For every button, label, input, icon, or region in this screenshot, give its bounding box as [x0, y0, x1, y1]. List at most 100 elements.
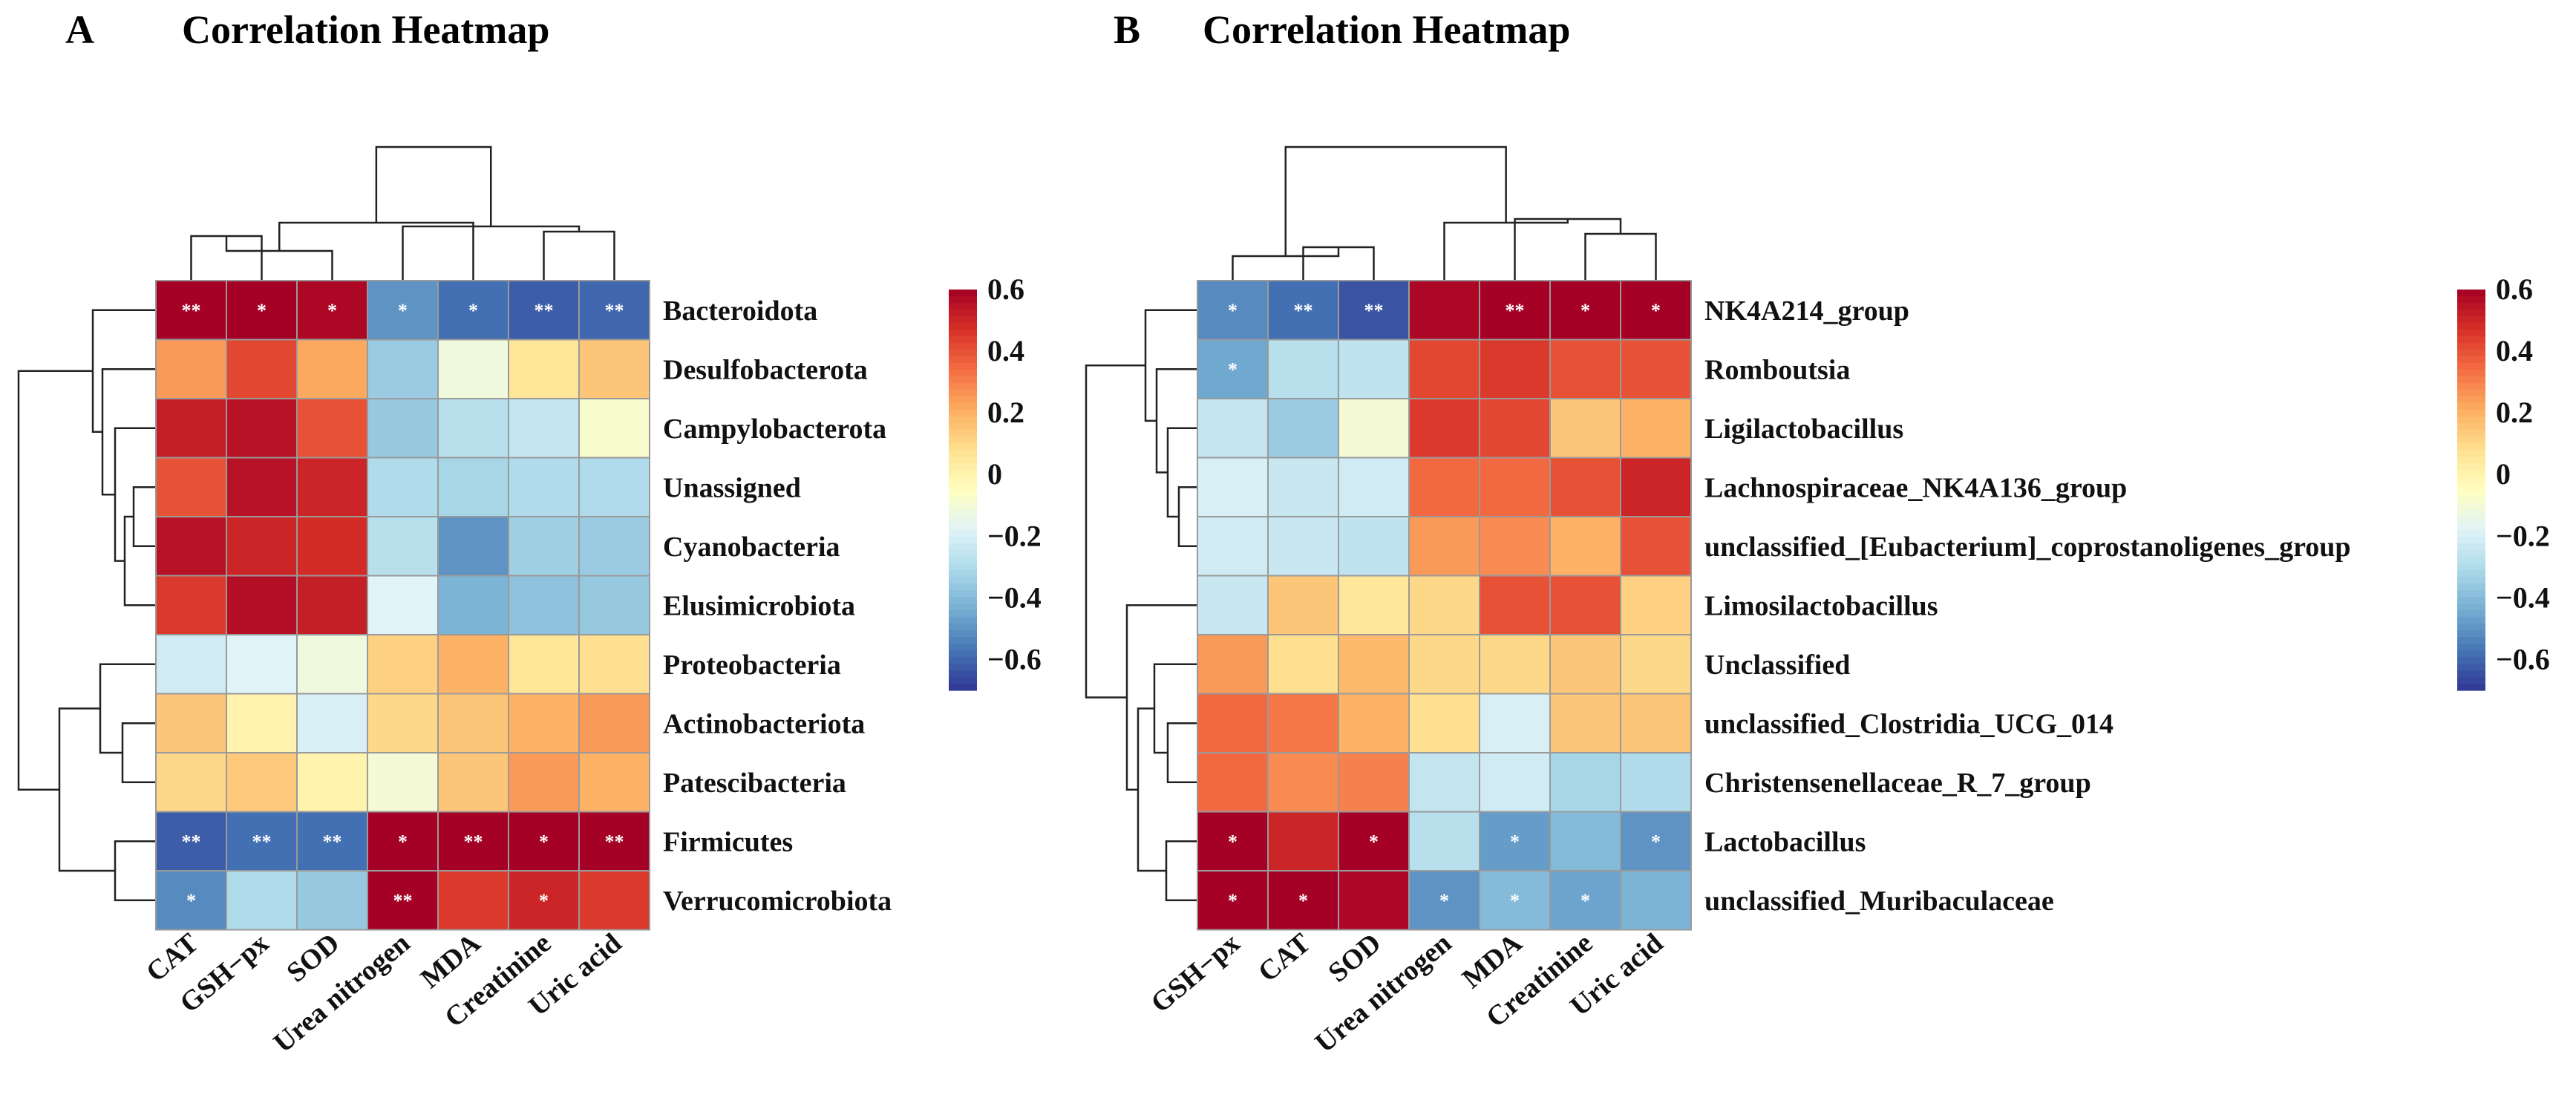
column-dendrogram-branch	[1514, 218, 1622, 281]
heatmap-cell-nk4a214-group-mda	[1479, 280, 1551, 341]
heatmap-cell-elusimicrobiota-creatinine	[508, 575, 580, 635]
legend-gradient-step	[2457, 650, 2485, 658]
legend-gradient-step	[949, 610, 977, 618]
legend-gradient-step	[949, 396, 977, 404]
legend-gradient-step	[2457, 563, 2485, 571]
legend-gradient-step	[2457, 390, 2485, 397]
significance-mark: **	[605, 831, 624, 852]
legend-gradient-step	[2457, 637, 2485, 644]
significance-mark: *	[539, 890, 549, 912]
legend-gradient-step	[949, 450, 977, 457]
row-dendrogram-branch	[1085, 364, 1145, 699]
panel-b: B Correlation Heatmap * ** ** ** * *** * * ** * * *…	[1085, 7, 2550, 1059]
legend-gradient-step	[2457, 597, 2485, 604]
heatmap-cell-unclassified-uric-acid	[1620, 634, 1692, 695]
legend-tick-label: 0	[2496, 457, 2511, 491]
heatmap-cell-elusimicrobiota-sod	[296, 575, 368, 635]
heatmap-cell-limosilactobacillus-cat	[1267, 575, 1339, 635]
row-label-lachnospiraceae-nk4a136-group: Lachnospiraceae_NK4A136_group	[1704, 472, 2127, 503]
heatmap-cell-elusimicrobiota-cat	[155, 575, 227, 635]
row-label-lactobacillus: Lactobacillus	[1704, 826, 1866, 857]
significance-mark: *	[398, 831, 408, 852]
heatmap-cell-cyanobacteria-gsh-px	[226, 516, 298, 577]
heatmap-cell-cyanobacteria-mda	[437, 516, 509, 577]
significance-mark: *	[1651, 831, 1661, 852]
significance-mark: *	[398, 300, 408, 321]
heatmap-cell-desulfobacterota-gsh-px	[226, 339, 298, 399]
heatmap-cell-unassigned-sod	[296, 457, 368, 517]
heatmap-cell-ligilactobacillus-uric-acid	[1620, 398, 1692, 459]
heatmap-cell-unclassified-sod	[1338, 634, 1410, 695]
heatmap-cell-unclassified-eubacterium-coprostanoligenes-group-mda	[1479, 516, 1551, 577]
heatmap-cell-lactobacillus-creatinine	[1549, 811, 1621, 872]
significance-mark: *	[1228, 831, 1238, 852]
heatmap-cell-limosilactobacillus-urea-nitrogen	[1408, 575, 1480, 635]
legend-gradient-step	[2457, 436, 2485, 444]
heatmap-cell-campylobacterota-urea-nitrogen	[367, 398, 439, 459]
significance-mark: **	[323, 831, 342, 852]
heatmap-cell-proteobacteria-sod	[296, 634, 368, 695]
legend-gradient-step	[2457, 477, 2485, 484]
legend-gradient-step	[2457, 470, 2485, 477]
heatmap-cell-christensenellaceae-r-7-group-gsh-px	[1197, 752, 1269, 813]
row-label-cyanobacteria: Cyanobacteria	[663, 532, 840, 563]
row-dendrogram-branch	[114, 427, 156, 562]
legend-tick-label: −0.4	[987, 581, 1042, 614]
row-label-unclassified-clostridia-ucg-014: unclassified_Clostridia_UCG_014	[1704, 708, 2114, 739]
row-label-patescibacteria: Patescibacteria	[663, 768, 846, 799]
heatmap-cell-unclassified-clostridia-ucg-014-cat	[1267, 693, 1339, 753]
heatmap-cell-firmicutes-uric-acid	[578, 811, 650, 872]
legend-gradient-step	[949, 490, 977, 497]
column-dendrogram-branch	[402, 225, 581, 281]
significance-mark: *	[1369, 831, 1379, 852]
heatmap-cell-lachnospiraceae-nk4a136-group-creatinine	[1549, 457, 1621, 517]
heatmap-cell-verrucomicrobiota-mda	[437, 870, 509, 931]
legend-gradient-step	[2457, 617, 2485, 624]
heatmap-cell-unclassified-muribaculaceae-sod	[1338, 870, 1410, 931]
row-dendrogram-branch	[1165, 840, 1197, 901]
significance-mark: **	[535, 300, 554, 321]
row-label-actinobacteriota: Actinobacteriota	[663, 708, 865, 739]
column-dendrogram-branch	[1284, 145, 1507, 256]
heatmap-cell-proteobacteria-urea-nitrogen	[367, 634, 439, 695]
legend-gradient-step	[949, 343, 977, 350]
row-dendrogram-branch	[121, 722, 156, 783]
legend-gradient-step	[949, 470, 977, 477]
panel-a-row-labels: Bacteroidota Desulfobacterota Campylobacte…	[663, 295, 892, 917]
heatmap-cell-ligilactobacillus-sod	[1338, 398, 1410, 459]
heatmap-cell-proteobacteria-uric-acid	[578, 634, 650, 695]
legend-gradient-step	[2457, 497, 2485, 504]
row-label-unclassified-eubacterium-coprostanoligenes-group: unclassified_[Eubacterium]_coprostanolig…	[1704, 532, 2351, 563]
legend-gradient-step	[2457, 356, 2485, 364]
legend-gradient-step	[2457, 430, 2485, 437]
row-label-ligilactobacillus: Ligilactobacillus	[1704, 413, 1903, 445]
heatmap-cell-unclassified-clostridia-ucg-014-urea-nitrogen	[1408, 693, 1480, 753]
legend-gradient-step	[949, 577, 977, 584]
row-dendrogram-branch	[99, 663, 156, 754]
heatmap-cell-cyanobacteria-urea-nitrogen	[367, 516, 439, 577]
heatmap-cell-bacteroidota-uric-acid	[578, 280, 650, 341]
heatmap-cell-proteobacteria-creatinine	[508, 634, 580, 695]
heatmap-cell-campylobacterota-sod	[296, 398, 368, 459]
panel-a-heatmap-cells: ** * * * * ** **** ** ** * ** * *** ** *	[155, 280, 650, 931]
heatmap-cell-firmicutes-mda	[437, 811, 509, 872]
heatmap-cell-romboutsia-cat	[1267, 339, 1339, 399]
legend-gradient-step	[949, 590, 977, 598]
heatmap-cell-cyanobacteria-uric-acid	[578, 516, 650, 577]
legend-gradient-step	[2457, 684, 2485, 691]
legend-tick-label: 0.6	[2496, 272, 2533, 306]
heatmap-cell-desulfobacterota-uric-acid	[578, 339, 650, 399]
panel-b-letter: B	[1114, 7, 1140, 52]
heatmap-cell-actinobacteriota-uric-acid	[578, 693, 650, 753]
heatmap-cell-elusimicrobiota-mda	[437, 575, 509, 635]
heatmap-cell-unassigned-cat	[155, 457, 227, 517]
legend-gradient-step	[2457, 557, 2485, 564]
heatmap-cell-actinobacteriota-gsh-px	[226, 693, 298, 753]
heatmap-cell-proteobacteria-gsh-px	[226, 634, 298, 695]
heatmap-cell-lactobacillus-gsh-px	[1197, 811, 1269, 872]
legend-gradient-step	[949, 563, 977, 571]
heatmap-cell-desulfobacterota-mda	[437, 339, 509, 399]
heatmap-cell-desulfobacterota-creatinine	[508, 339, 580, 399]
legend-tick-label: 0.4	[987, 334, 1024, 367]
legend-gradient-step	[949, 376, 977, 384]
